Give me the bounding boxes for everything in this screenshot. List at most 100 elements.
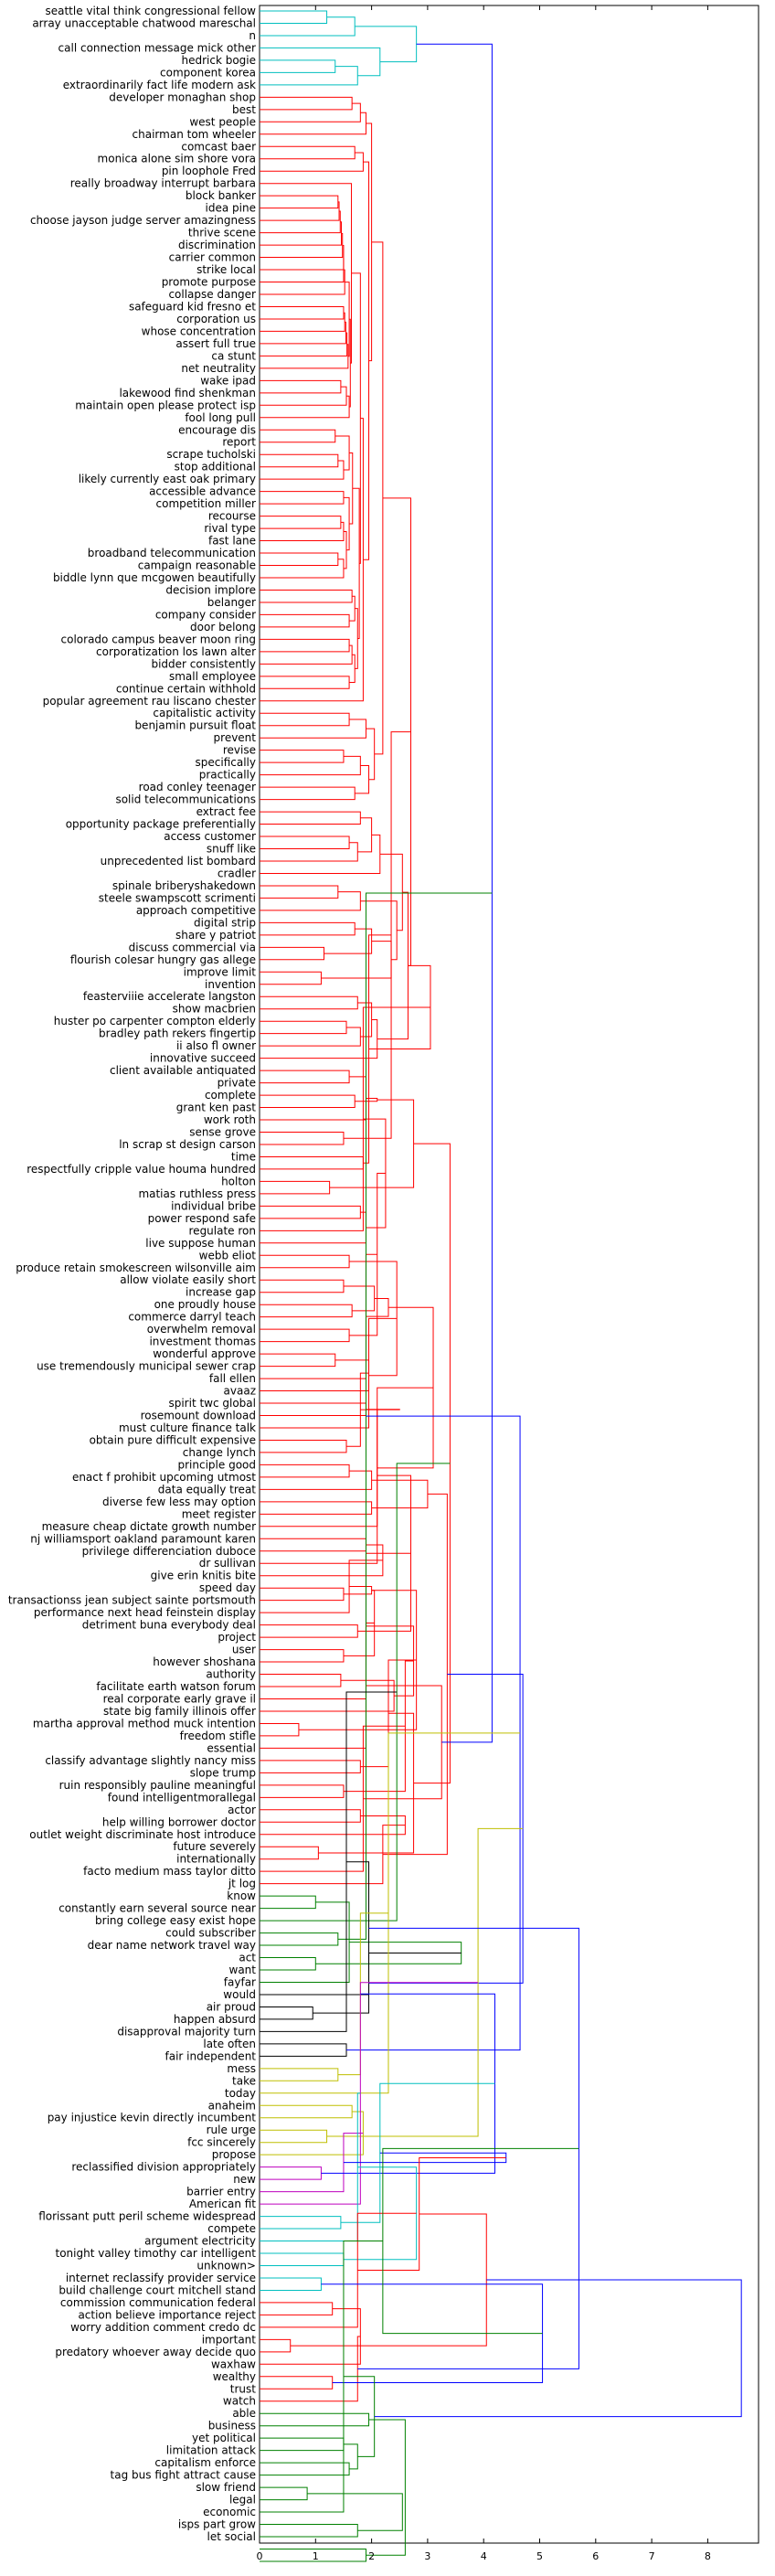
dendrogram-link: [260, 996, 357, 1008]
dendrogram-link: [260, 153, 363, 171]
leaf-label: transactionss jean subject sainte portsm…: [8, 1594, 256, 1607]
dendrogram-link: [260, 787, 355, 799]
dendrogram-link: [260, 1502, 372, 1514]
leaf-label: net neutrality: [181, 362, 256, 375]
leaf-label: webb eliot: [199, 1249, 257, 1261]
dendrogram-link: [260, 2438, 344, 2450]
dendrogram-link: [260, 1862, 369, 1995]
leaf-label: business: [208, 2420, 256, 2432]
leaf-label: air proud: [207, 2000, 256, 2013]
dendrogram-link: [260, 2413, 369, 2425]
leaf-label: martha approval method muck intention: [33, 1717, 256, 1730]
dendrogram-link: [363, 162, 368, 559]
leaf-label: rule urge: [207, 2124, 256, 2136]
leaf-label: disapproval majority turn: [117, 2025, 256, 2038]
leaf-label: regulate ron: [189, 1224, 256, 1237]
dendrogram-link: [260, 184, 352, 363]
leaf-label: fayfar: [224, 1975, 256, 1988]
leaf-label: small employee: [169, 670, 256, 683]
leaf-label: corporatization los lawn alter: [96, 645, 256, 658]
leaf-label: safeguard kid fresno et: [129, 300, 256, 313]
dendrogram-link: [260, 2525, 357, 2537]
dendrogram-link: [260, 2253, 344, 2265]
leaf-label: comcast baer: [181, 140, 256, 153]
leaf-label: today: [225, 2087, 256, 2100]
dendrogram-link: [260, 492, 344, 504]
leaf-label: commerce darryl teach: [128, 1311, 256, 1324]
leaf-label: best: [232, 103, 256, 116]
dendrogram-link: [357, 818, 371, 852]
dendrogram-link: [260, 1440, 346, 1452]
leaf-label: slow friend: [196, 2481, 256, 2494]
dendrogram-link: [355, 27, 416, 62]
dendrogram-link: [375, 2280, 742, 2417]
dendrogram-link: [260, 2377, 333, 2389]
leaf-label: spirit twc global: [168, 1397, 256, 1410]
leaf-label: predatory whoever away decide quo: [55, 2346, 256, 2358]
leaf-label: argument electricity: [144, 2235, 256, 2248]
dendrogram-link: [383, 2148, 579, 2333]
dendrogram-link: [260, 2007, 313, 2018]
dendrogram-link: [260, 1958, 315, 1970]
leaf-label: act: [239, 1952, 256, 1964]
leaf-label: recourse: [208, 510, 256, 523]
dendrogram-link: [260, 1329, 349, 1341]
leaf-label: overwhelm removal: [147, 1323, 256, 1336]
leaf-label: meet register: [182, 1507, 256, 1520]
leaf-label: huster po carpenter compton elderly: [54, 1015, 256, 1027]
dendrogram-link: [260, 322, 345, 344]
leaf-label: ruin responsibly pauline meaningful: [59, 1779, 256, 1792]
leaf-labels: seattle vital think congressional fellow…: [8, 5, 256, 2543]
dendrogram-link: [260, 2217, 341, 2229]
dendrogram-link: [260, 645, 352, 664]
leaf-label: benjamin pursuit float: [134, 719, 256, 732]
x-tick-label: 7: [649, 2550, 655, 2562]
leaf-label: user: [232, 1644, 256, 1656]
leaf-label: could subscriber: [165, 1927, 256, 1940]
leaf-label: assert full true: [175, 337, 256, 350]
leaf-label: measure cheap dictate growth number: [42, 1520, 257, 1533]
leaf-label: legal: [229, 2494, 256, 2507]
leaf-label: facto medium mass taylor ditto: [83, 1865, 256, 1878]
leaf-label: fast lane: [208, 535, 256, 548]
dendrogram-link: [260, 892, 360, 910]
leaf-label: snuff like: [207, 843, 256, 856]
dendrogram-link: [372, 242, 383, 754]
leaf-label: internationally: [176, 1853, 256, 1866]
leaf-label: action believe importance reject: [78, 2308, 256, 2321]
dendrogram-link: [383, 1494, 447, 1854]
leaf-label: nj williamsport oakland paramount karen: [30, 1532, 256, 1545]
dendrogram-link: [260, 396, 349, 418]
leaf-label: encourage dis: [178, 423, 256, 436]
leaf-label: digital strip: [194, 916, 256, 929]
dendrogram-link: [366, 729, 374, 780]
dendrogram-link: [260, 1206, 360, 1218]
dendrogram-link: [260, 1785, 344, 1797]
leaf-label: internet reclassify provider service: [66, 2272, 256, 2284]
leaf-label: state big family illinois offer: [103, 1705, 256, 1718]
leaf-label: performance next head feinstein display: [34, 1606, 256, 1619]
leaf-label: rosemount download: [141, 1409, 256, 1421]
dendrogram-link: [357, 1003, 371, 1037]
dendrogram-link: [260, 103, 360, 122]
dendrogram-link: [260, 1181, 330, 1193]
leaf-label: classify advantage slightly nancy miss: [45, 1754, 256, 1767]
leaf-label: private: [218, 1077, 256, 1090]
leaf-label: choose jayson judge server amazingness: [30, 214, 256, 227]
leaf-label: obtain pure difficult expensive: [90, 1433, 256, 1446]
leaf-label: stop additional: [175, 461, 256, 474]
leaf-label: work roth: [204, 1113, 256, 1126]
leaf-label: capitalistic activity: [153, 707, 256, 719]
leaf-label: unprecedented list bombard: [101, 855, 256, 868]
dendrogram-link: [260, 2336, 360, 2401]
leaf-label: holton: [221, 1175, 256, 1187]
leaf-label: allow violate easily short: [120, 1273, 256, 1286]
x-tick-label: 5: [536, 2550, 543, 2562]
dendrogram-link: [260, 1692, 397, 2031]
x-tick-label: 3: [424, 2550, 430, 2562]
leaf-label: enact f prohibit upcoming utmost: [72, 1471, 256, 1484]
dendrogram-link: [324, 929, 371, 953]
leaf-label: diverse few less may option: [102, 1496, 256, 1508]
leaf-label: specifically: [196, 756, 256, 769]
